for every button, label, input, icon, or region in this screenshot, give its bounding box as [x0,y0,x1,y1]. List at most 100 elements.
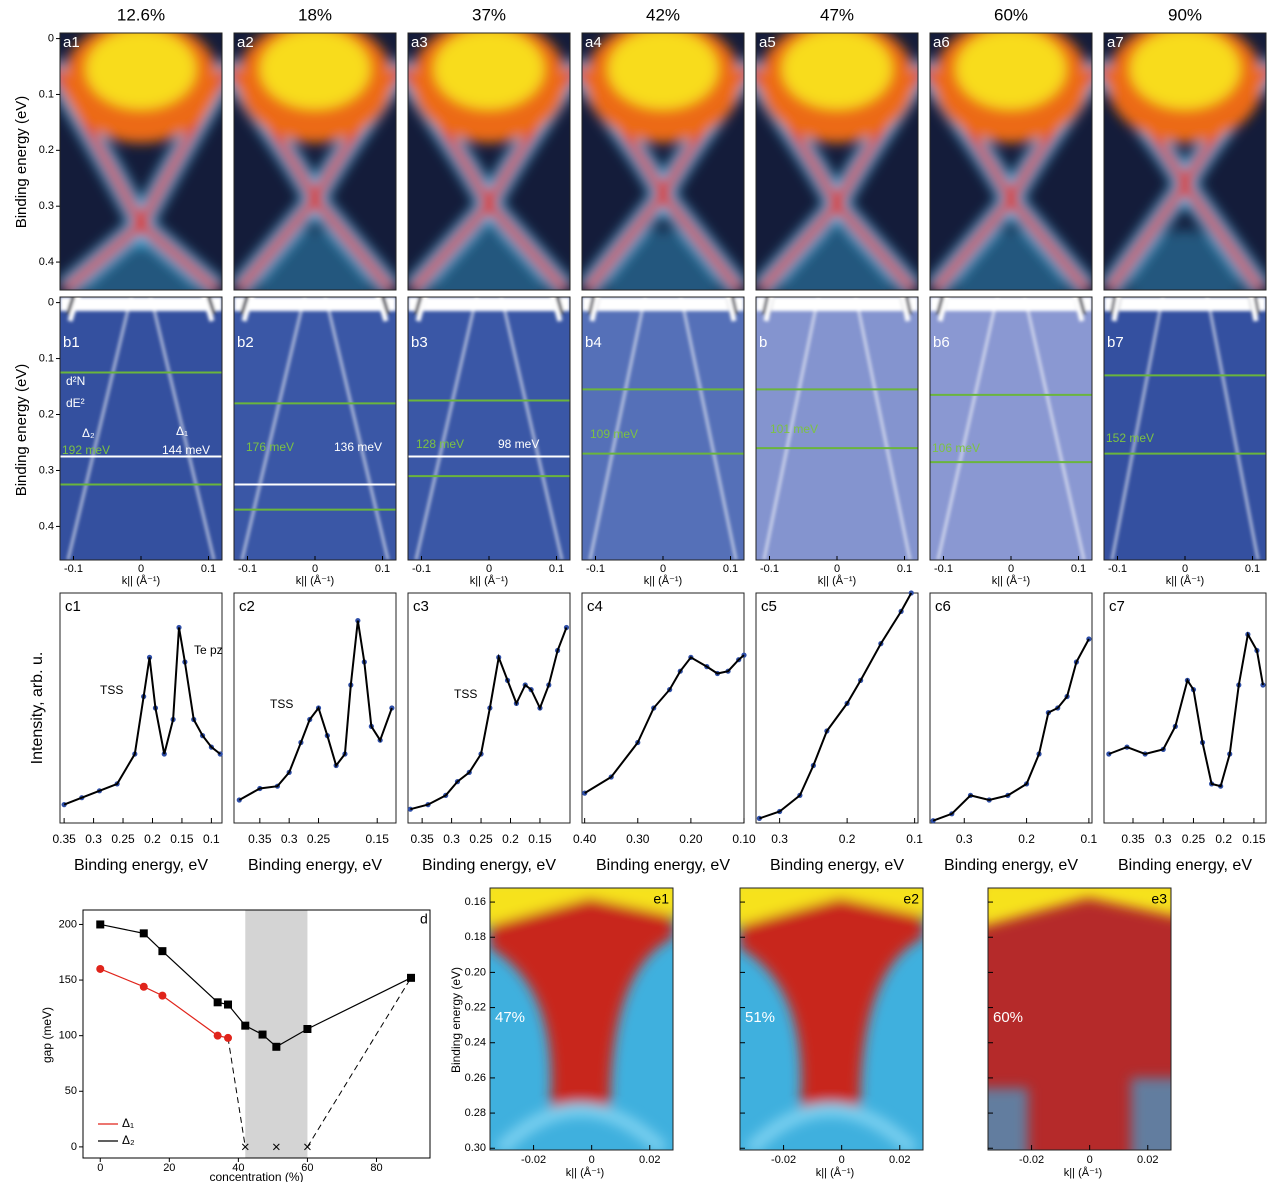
column-header: 42% [646,5,680,24]
heatmap-bands [1104,297,1266,560]
heatmap [582,297,744,560]
fit-curve [932,638,1090,822]
fit-curve [410,627,568,811]
panel-label: e2 [903,891,919,907]
panel-label: b4 [585,334,602,351]
band [1104,297,1266,311]
band [86,33,196,109]
column-header: 18% [298,5,332,24]
x-tick-label: 0.10 [732,832,756,846]
x-tick-label: 0.15 [1242,832,1266,846]
annotation: 106 meV [932,441,980,455]
x-tick-label: 0.1 [201,563,216,575]
heatmap-bg [1104,297,1266,560]
band [1130,33,1240,109]
series-line [100,923,412,1048]
panel-label: b7 [1107,334,1124,351]
band [240,297,390,560]
x-tick-label: 0.15 [366,832,390,846]
x-tick-label: -0.1 [64,563,83,575]
x-tick-label: 0.3 [1155,832,1172,846]
x-axis-label: k|| (Å⁻¹) [470,574,508,587]
plot-frame [82,909,431,1159]
x-axis-label: Binding energy, eV [944,857,1078,874]
frame [581,32,745,291]
data-point [213,1031,222,1040]
heatmap-bands [756,297,918,560]
heatmap [756,297,918,560]
panel-label: a3 [411,34,428,51]
x-tick-label: -0.1 [412,563,431,575]
annotation: dE² [66,396,85,410]
x-tick-label: 0.3 [281,832,298,846]
x-axis-label: Binding energy, eV [596,857,730,874]
band [490,888,673,1110]
heatmap [1104,33,1266,290]
panel-label: c2 [239,598,255,615]
heatmap [60,33,222,290]
x-tick-label: 0.1 [906,832,923,846]
annotation: Δ₁ [176,424,188,438]
annotation: Te pz [194,643,223,657]
x-tick-label: 0 [1008,563,1014,575]
x-axis-label: Binding energy, eV [422,857,556,874]
x-axis-label: Binding energy, eV [248,857,382,874]
data-point [407,973,416,982]
column-header: 90% [1168,5,1202,24]
concentration-label: 47% [495,1009,525,1026]
heatmap [60,297,222,560]
x-tick-label: 0.1 [1071,563,1086,575]
data-point [158,947,167,956]
heatmap [1104,297,1266,560]
band [260,33,370,109]
annotation: 192 meV [62,443,110,457]
y-tick-label: 100 [59,1030,77,1042]
x-tick-label: 0.30 [626,832,650,846]
x-tick-label: 0.35 [52,832,76,846]
x-axis-label: k|| (Å⁻¹) [1166,574,1204,587]
heatmap-bg [234,297,396,560]
legend-label: Δ₂ [122,1133,135,1147]
x-tick-label: -0.1 [934,563,953,575]
band [762,297,912,560]
x-axis-label: k|| (Å⁻¹) [296,574,334,587]
x-tick-label: 0.02 [1137,1154,1158,1166]
x-tick-label: 0.35 [248,832,272,846]
annotation: 136 meV [334,440,382,454]
fit-curve [759,592,913,820]
concentration-label: 51% [745,1009,775,1026]
band [60,70,222,290]
x-tick-label: 0 [839,1154,845,1166]
panel-label: c7 [1109,598,1125,615]
x-tick-label: 0 [138,563,144,575]
heatmap [740,888,923,1150]
x-tick-label: 0.1 [897,563,912,575]
y-tick-label: 150 [59,974,77,986]
heatmap-bands [582,297,744,560]
panel-label: c1 [65,598,81,615]
heatmap-bg [60,297,222,560]
x-tick-label: 0.20 [679,832,703,846]
fit-curve [238,620,393,801]
x-tick-label: 0.3 [85,832,102,846]
heatmap [930,33,1092,290]
heatmap [490,888,673,1150]
annotation: TSS [100,683,123,697]
x-tick-label: 0.2 [1215,832,1232,846]
x-tick-label: -0.1 [1108,563,1127,575]
band [782,33,892,109]
column-header: 47% [820,5,854,24]
annotation: Δ₂ [82,426,95,440]
x-tick-label: -0.02 [771,1154,796,1166]
x-tick-label: 0 [834,563,840,575]
heatmap-bands [582,33,744,290]
band [1110,297,1260,560]
x-tick-label: 0 [660,563,666,575]
band [408,297,570,311]
frame [755,592,919,824]
y-tick-label: 0.3 [39,200,54,212]
heatmap [408,33,570,290]
heatmap [930,297,1092,560]
series-line [100,968,229,1039]
panel-label: a5 [759,34,776,51]
